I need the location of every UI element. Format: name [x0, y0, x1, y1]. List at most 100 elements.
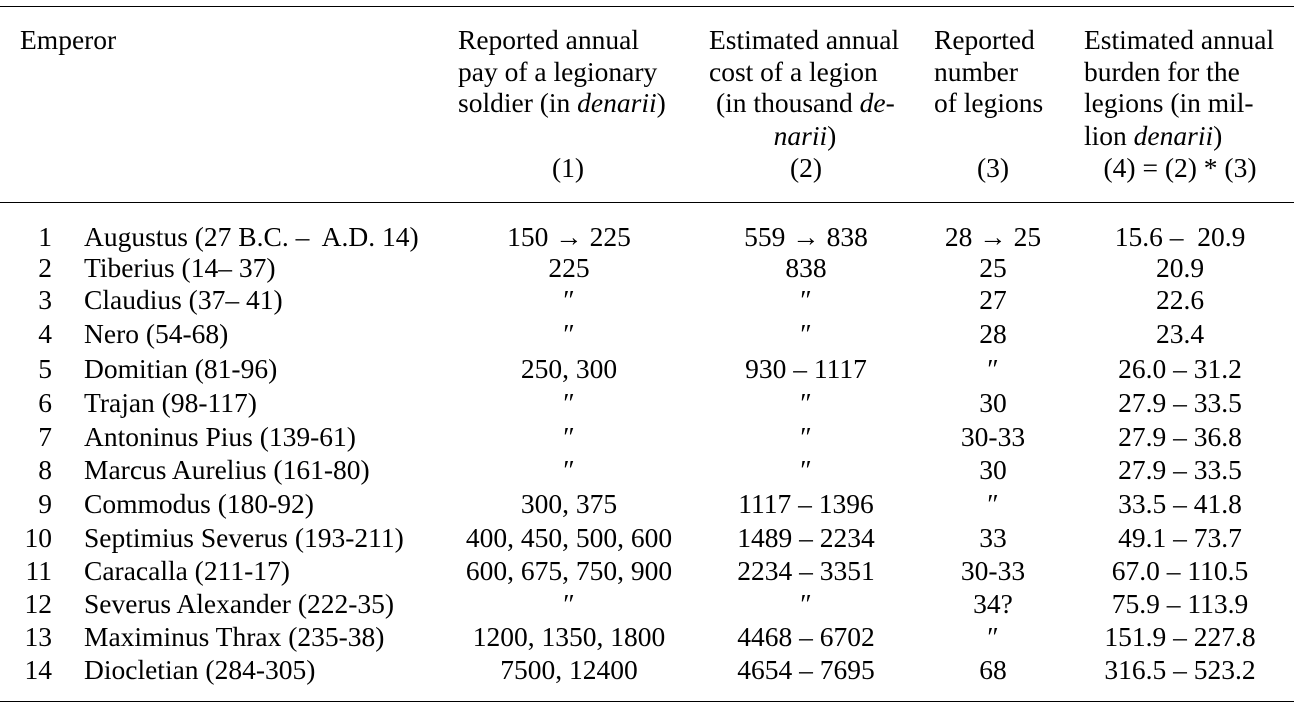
column-number: (3) — [976, 152, 1010, 183]
table-row: 11 Caracalla (211-17) 600, 675, 750, 900… — [0, 555, 1294, 587]
legion-cost-value: ″ — [800, 284, 812, 315]
legion-count-value: ″ — [987, 488, 999, 519]
legion-burden-value: 151.9 – 227.8 — [1104, 621, 1256, 652]
soldier-pay-value: 1200, 1350, 1800 — [472, 621, 666, 652]
header-line: Estimated annual — [709, 24, 899, 56]
legion-cost-value: ″ — [800, 318, 812, 349]
header-line: legions (in mil- — [1084, 87, 1254, 119]
header-line: Reported annual — [458, 24, 639, 56]
table-row: 1 Augustus (27 B.C. – A.D. 14) 150 → 225… — [0, 221, 1294, 253]
legion-count-value: 33 — [979, 522, 1007, 553]
header-text: ) — [656, 87, 666, 118]
legion-count-value: 25 — [979, 252, 1007, 283]
header-line: cost of a legion — [709, 56, 878, 88]
table-row: 4 Nero (54-68) ″ ″ 28 23.4 — [0, 318, 1294, 350]
header-line: lion denarii) — [1084, 120, 1222, 152]
table-row: 7 Antoninus Pius (139-61) ″ ″ 30-33 27.9… — [0, 421, 1294, 453]
legion-burden-value: 26.0 – 31.2 — [1118, 353, 1242, 384]
table-row: 12 Severus Alexander (222-35) ″ ″ 34? 75… — [0, 588, 1294, 620]
legion-count-value: 30 — [979, 454, 1007, 485]
header-text: ) — [827, 120, 837, 151]
emperor-name: Domitian (81-96) — [84, 353, 278, 384]
legion-burden-value: 15.6 – 20.9 — [1114, 221, 1246, 252]
legion-count-value: ″ — [987, 621, 999, 652]
header-line: (in thousand de- — [716, 87, 895, 119]
legion-count-value: ″ — [987, 353, 999, 384]
row-number: 7 — [38, 421, 52, 452]
header-line: number — [934, 56, 1018, 88]
legion-burden-value: 27.9 – 33.5 — [1118, 387, 1242, 418]
header-text-italic: narii — [773, 120, 828, 151]
emperor-name: Claudius (37– 41) — [84, 284, 283, 315]
table-row: 14 Diocletian (284-305) 7500, 12400 4654… — [0, 654, 1294, 686]
bottom-rule — [0, 701, 1294, 702]
row-number: 1 — [38, 221, 52, 252]
header-text-italic: denarii — [577, 87, 657, 118]
table-row: 10 Septimius Severus (193-211) 400, 450,… — [0, 522, 1294, 554]
legion-burden-value: 49.1 – 73.7 — [1118, 522, 1242, 553]
header-line: narii) — [745, 120, 865, 152]
header-line: of legions — [934, 87, 1043, 119]
header-line: Reported — [934, 24, 1035, 56]
emperor-name: Antoninus Pius (139-61) — [84, 421, 356, 452]
legion-burden-value: 27.9 – 36.8 — [1118, 421, 1242, 452]
legion-cost-value: 1489 – 2234 — [737, 522, 875, 553]
row-number: 3 — [38, 284, 52, 315]
table-row: 3 Claudius (37– 41) ″ ″ 27 22.6 — [0, 284, 1294, 316]
header-text: number — [934, 56, 1019, 87]
legion-count-value: 34? — [973, 588, 1013, 619]
soldier-pay-value: 150 → 225 — [507, 221, 631, 252]
header-text: cost of a legion — [709, 56, 878, 87]
legion-burden-value: 23.4 — [1155, 318, 1205, 349]
column-number: (2) — [789, 152, 823, 183]
legion-count-value: 30 — [979, 387, 1007, 418]
header-text: Reported — [934, 24, 1035, 55]
soldier-pay-value: ″ — [563, 318, 575, 349]
legion-count-value: 30-33 — [960, 555, 1026, 586]
row-number: 8 — [38, 454, 52, 485]
header-text-italic: denarii — [1133, 120, 1214, 151]
row-number: 6 — [38, 387, 52, 418]
row-number: 10 — [24, 522, 53, 553]
header-text: pay of a legionary — [458, 56, 658, 87]
emperor-name: Augustus (27 B.C. – A.D. 14) — [84, 221, 419, 252]
header-text: lion — [1084, 120, 1134, 151]
header-text: (in thousand — [716, 87, 860, 118]
soldier-pay-value: 300, 375 — [520, 488, 618, 519]
row-number: 12 — [24, 588, 53, 619]
emperor-name: Severus Alexander (222-35) — [84, 588, 395, 619]
table-row: 6 Trajan (98-117) ″ ″ 30 27.9 – 33.5 — [0, 387, 1294, 419]
table-row: 8 Marcus Aurelius (161-80) ″ ″ 30 27.9 –… — [0, 454, 1294, 486]
soldier-pay-value: ″ — [563, 284, 575, 315]
legion-cost-value: 4468 – 6702 — [737, 621, 875, 652]
header-text: of legions — [934, 87, 1044, 118]
header-line: pay of a legionary — [458, 56, 657, 88]
legion-cost-value: 1117 – 1396 — [738, 488, 874, 519]
column-number: (4) = (2) * (3) — [1103, 152, 1257, 183]
emperor-name: Septimius Severus (193-211) — [84, 522, 404, 553]
row-number: 5 — [38, 353, 52, 384]
legion-cost-value: 4654 – 7695 — [737, 654, 875, 685]
table-row: 9 Commodus (180-92) 300, 375 1117 – 1396… — [0, 488, 1294, 520]
soldier-pay-value: ″ — [563, 387, 575, 418]
legion-cost-value: ″ — [800, 421, 812, 452]
header-text: legions (in mil- — [1084, 87, 1254, 118]
header-line: burden for the — [1084, 56, 1240, 88]
column-header-emperor: Emperor — [20, 24, 117, 55]
legion-cost-value: 2234 – 3351 — [737, 555, 875, 586]
soldier-pay-value: ″ — [563, 588, 575, 619]
legion-cost-value: ″ — [800, 387, 812, 418]
emperor-name: Diocletian (284-305) — [84, 654, 316, 685]
legion-burden-value: 27.9 – 33.5 — [1118, 454, 1242, 485]
header-line: Estimated annual — [1084, 24, 1274, 56]
legion-burden-value: 316.5 – 523.2 — [1104, 654, 1256, 685]
header-text-italic: de- — [859, 87, 895, 118]
soldier-pay-value: ″ — [563, 454, 575, 485]
header-rule — [0, 202, 1294, 203]
emperor-name: Tiberius (14– 37) — [84, 252, 276, 283]
emperor-name: Maximinus Thrax (235-38) — [84, 621, 385, 652]
table-row: 13 Maximinus Thrax (235-38) 1200, 1350, … — [0, 621, 1294, 653]
header-line: soldier (in denarii) — [458, 87, 666, 119]
column-number: (1) — [551, 152, 585, 183]
